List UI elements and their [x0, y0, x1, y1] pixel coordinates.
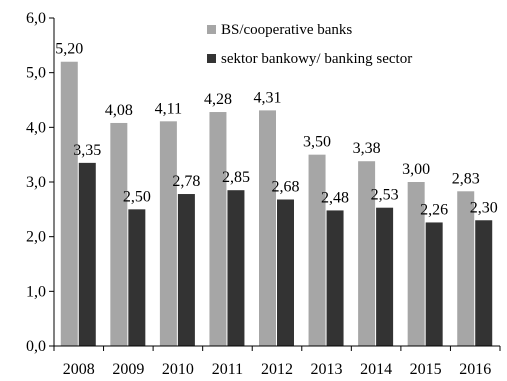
data-label-bs-cooperative-banks: 4,31 — [254, 89, 282, 106]
data-label-bs-cooperative-banks: 4,11 — [155, 100, 182, 117]
data-label-bs-cooperative-banks: 3,00 — [402, 161, 430, 178]
bar-banking-sector — [425, 222, 443, 346]
legend-label-bs-cooperative-banks: BS/cooperative banks — [221, 22, 352, 38]
data-label-banking-sector: 2,48 — [321, 189, 349, 206]
bar-bs-cooperative-banks — [259, 110, 276, 347]
axes-group: 0,0 1,0 2,0 3,0 4,0 5,0 6,0 2008 2009 2010 2011 201… — [26, 10, 501, 378]
bar-banking-sector — [376, 207, 394, 346]
data-labels-group: 5,20 3,35 4,08 2,50 4,11 2,78 4,28 2,85 4,31 2,68… — [55, 41, 497, 219]
bar-banking-sector — [128, 209, 146, 346]
data-label-banking-sector: 2,26 — [420, 201, 448, 218]
y-tick-label: 5,0 — [26, 65, 46, 82]
data-label-bs-cooperative-banks: 4,28 — [204, 91, 232, 108]
bars-group — [60, 61, 493, 347]
x-tick-label: 2012 — [261, 361, 293, 378]
bar-banking-sector — [78, 162, 96, 346]
bar-bs-cooperative-banks — [60, 61, 78, 346]
data-label-bs-cooperative-banks: 2,83 — [452, 170, 480, 187]
data-label-banking-sector: 2,85 — [222, 169, 250, 186]
data-label-bs-cooperative-banks: 4,08 — [105, 102, 133, 119]
x-tick-label: 2014 — [360, 361, 392, 378]
bar-bs-cooperative-banks — [110, 122, 128, 347]
bar-banking-sector — [475, 220, 493, 346]
data-label-bs-cooperative-banks: 3,50 — [303, 134, 331, 151]
data-label-banking-sector: 3,35 — [73, 142, 101, 159]
data-label-bs-cooperative-banks: 5,20 — [55, 41, 83, 58]
bar-banking-sector — [227, 190, 245, 346]
legend-swatch-bs-cooperative-banks — [207, 25, 216, 34]
data-label-banking-sector: 2,68 — [272, 178, 300, 195]
x-tick-label: 2008 — [63, 361, 95, 378]
x-tick-label: 2013 — [311, 361, 343, 378]
bar-bs-cooperative-banks — [159, 121, 177, 346]
bar-banking-sector — [177, 194, 195, 346]
x-tick-label: 2015 — [410, 361, 442, 378]
data-label-banking-sector: 2,30 — [470, 199, 498, 216]
x-tick-label: 2010 — [162, 361, 194, 378]
legend-swatch-banking-sector — [207, 54, 216, 63]
data-label-banking-sector: 2,50 — [123, 188, 151, 205]
x-tick-label: 2016 — [459, 361, 491, 378]
legend-label-banking-sector: sektor bankowy/ banking sector — [221, 51, 412, 67]
bar-bs-cooperative-banks — [209, 112, 227, 346]
data-label-bs-cooperative-banks: 3,38 — [353, 140, 381, 157]
bar-bs-cooperative-banks — [407, 182, 425, 346]
y-tick-label: 0,0 — [26, 338, 46, 355]
data-label-banking-sector: 2,78 — [172, 173, 200, 190]
y-tick-label: 4,0 — [26, 119, 46, 136]
x-tick-label: 2009 — [112, 361, 144, 378]
bar-banking-sector — [326, 210, 344, 346]
y-tick-label: 2,0 — [26, 229, 46, 246]
y-tick-label: 6,0 — [26, 10, 46, 27]
bar-banking-sector — [277, 199, 294, 346]
bar-bs-cooperative-banks — [308, 154, 326, 346]
x-tick-label: 2011 — [212, 361, 243, 378]
bar-bs-cooperative-banks — [457, 191, 475, 346]
y-tick-label: 3,0 — [26, 174, 46, 191]
legend: BS/cooperative banks sektor bankowy/ ban… — [207, 22, 412, 67]
y-tick-label: 1,0 — [26, 283, 46, 300]
bar-bs-cooperative-banks — [358, 161, 376, 346]
data-label-banking-sector: 2,53 — [371, 187, 399, 204]
